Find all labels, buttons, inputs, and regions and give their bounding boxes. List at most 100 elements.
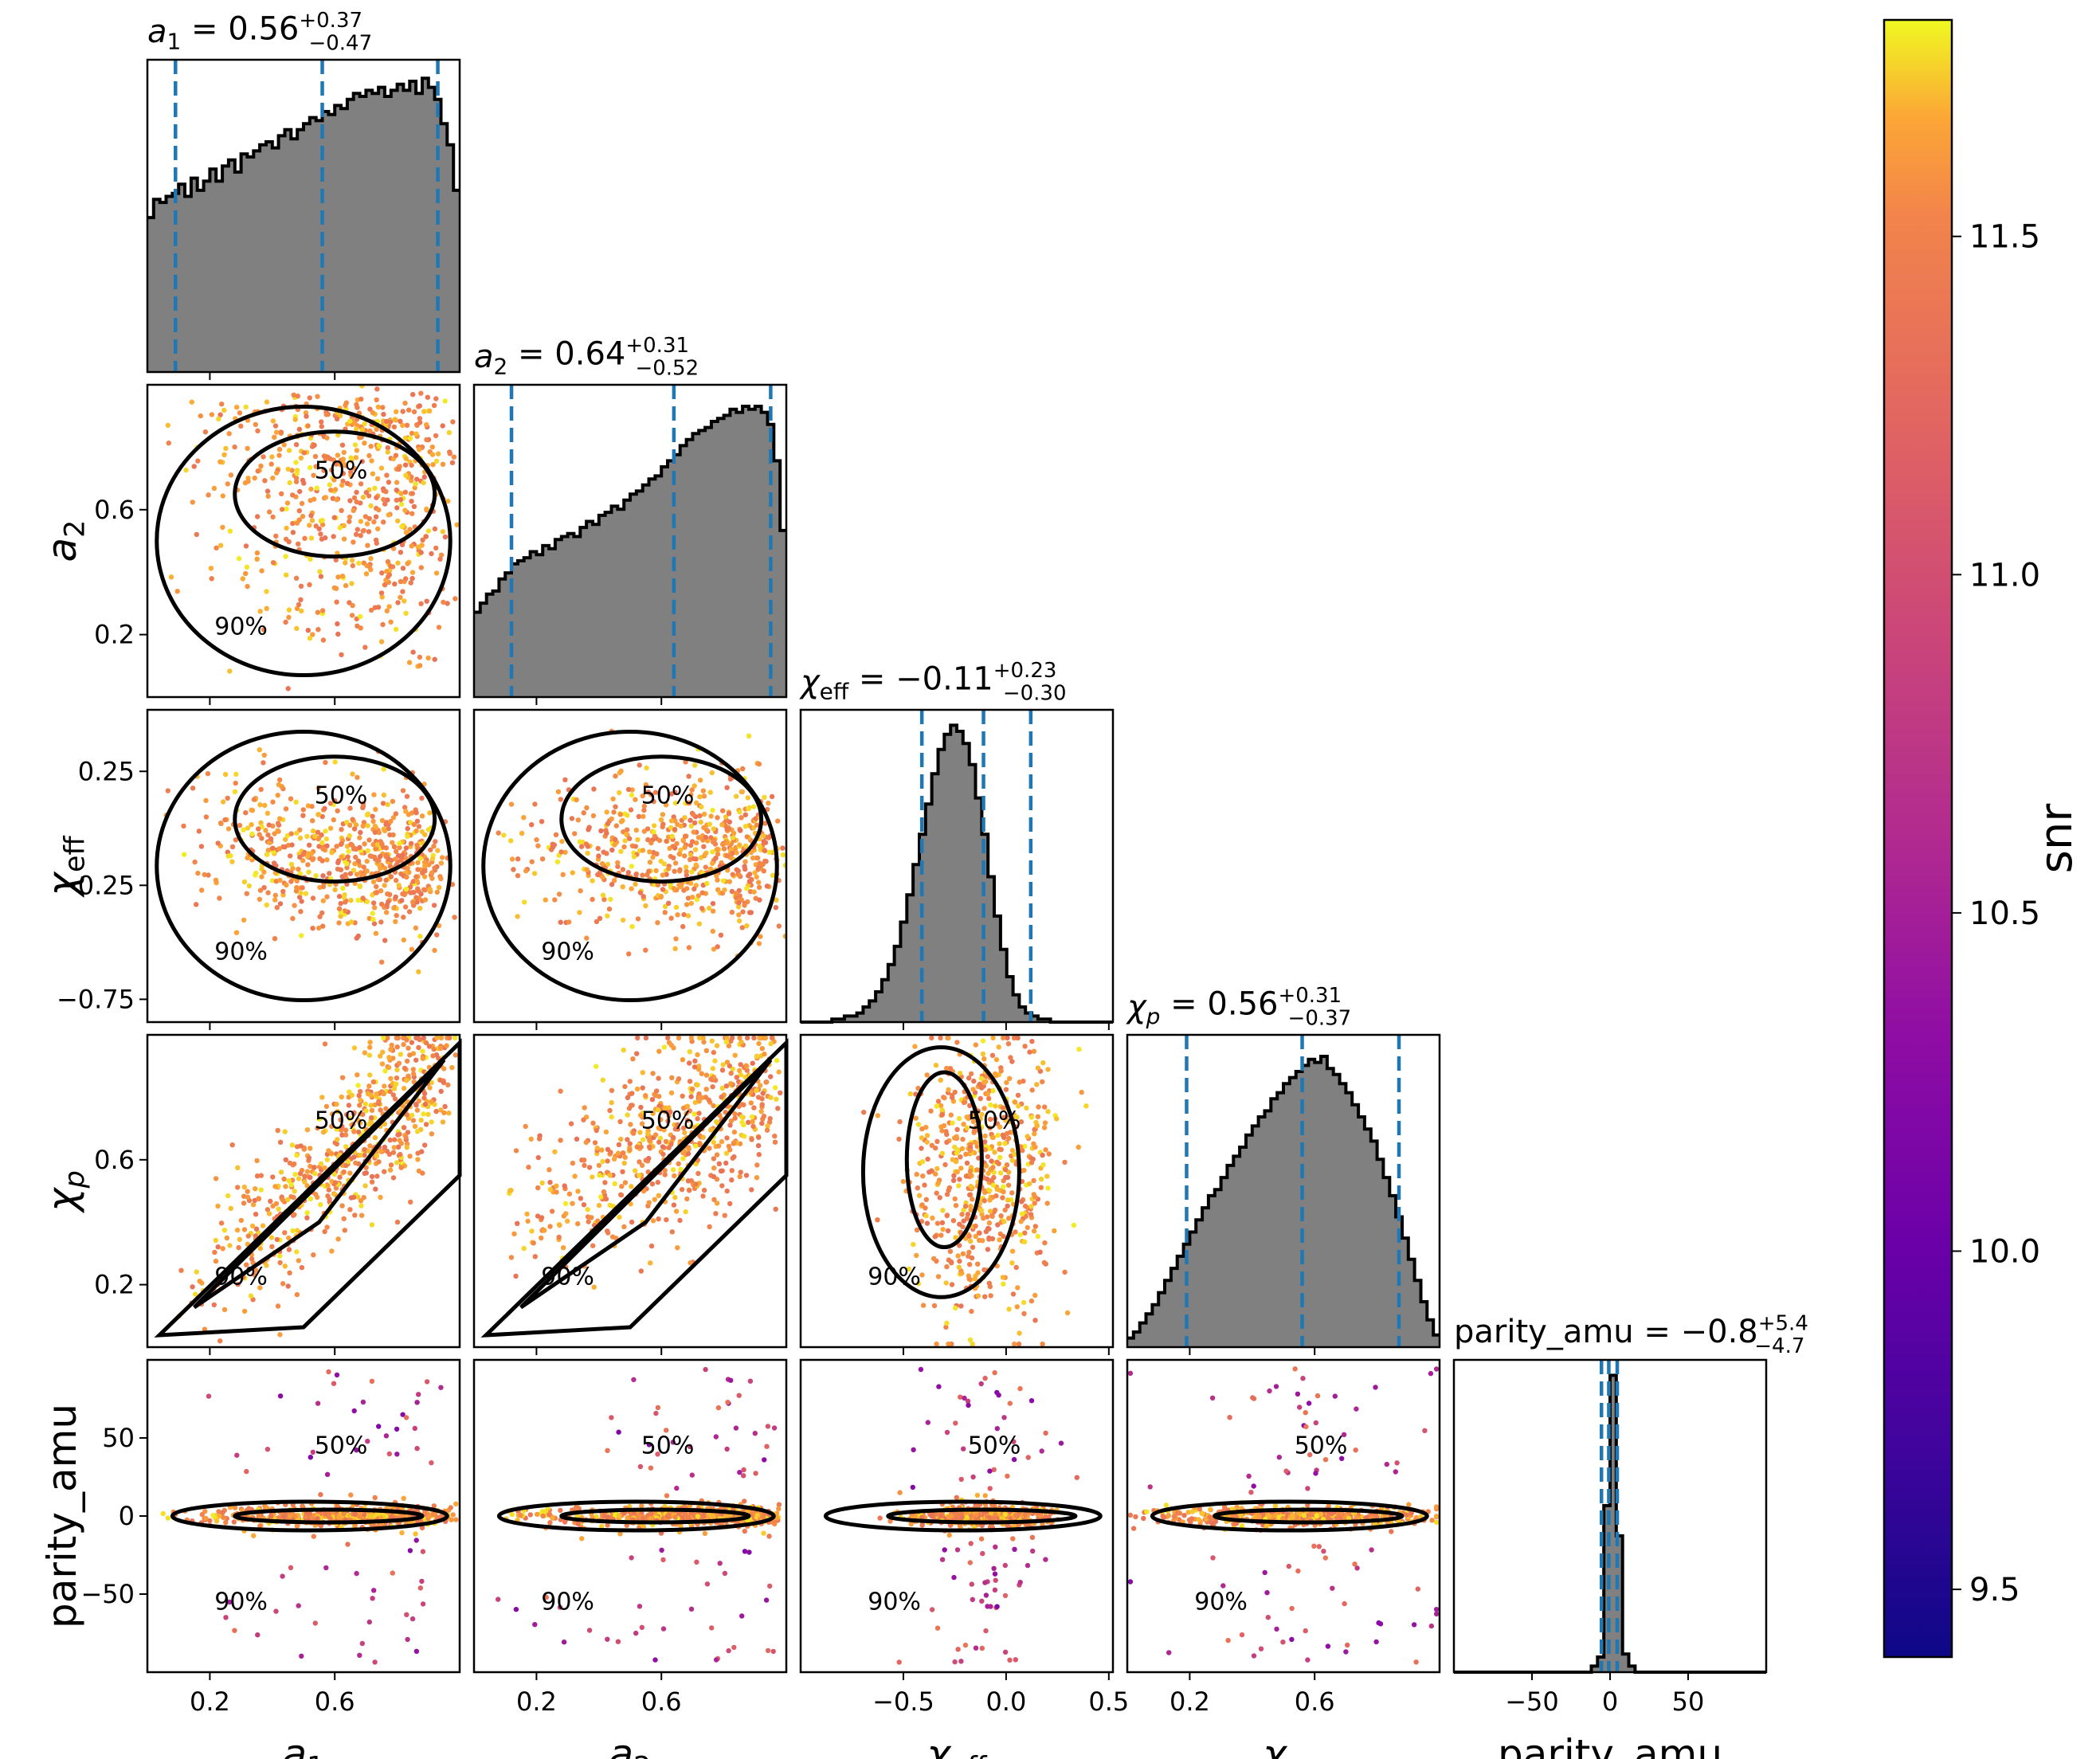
scatter-point — [405, 1636, 410, 1643]
scatter-point — [324, 857, 330, 863]
scatter-point — [416, 1098, 421, 1104]
scatter-point — [1002, 1141, 1008, 1146]
scatter-point — [574, 1136, 580, 1142]
scatter-point — [962, 1204, 969, 1209]
scatter-point — [1009, 1059, 1015, 1064]
scatter-point — [249, 1223, 256, 1229]
scatter-point — [390, 1570, 395, 1576]
scatter-point — [625, 827, 630, 832]
scatter-point — [408, 1199, 413, 1205]
scatter-point — [339, 1124, 345, 1130]
scatter-point — [311, 1534, 316, 1539]
scatter-point — [269, 878, 276, 883]
scatter-point — [755, 1142, 762, 1149]
scatter-point — [214, 545, 219, 550]
scatter-point — [671, 1134, 676, 1141]
scatter-point — [617, 1531, 623, 1537]
scatter-point — [529, 1228, 535, 1234]
scatter-point — [762, 858, 768, 864]
scatter-point — [747, 1378, 754, 1384]
scatter-point — [629, 1555, 634, 1561]
scatter-point — [985, 1091, 991, 1097]
scatter-point — [620, 884, 625, 890]
scatter-point — [383, 877, 389, 883]
scatter-point — [1032, 1292, 1038, 1299]
scatter-point — [324, 1471, 331, 1478]
scatter-point — [315, 812, 321, 817]
scatter-point — [283, 1157, 288, 1163]
scatter-point — [643, 1035, 649, 1041]
scatter-point — [535, 843, 541, 848]
scatter-point — [1042, 1120, 1048, 1126]
scatter-point — [264, 488, 271, 494]
scatter-point — [973, 1233, 978, 1240]
scatter-point — [957, 1071, 963, 1076]
scatter-point — [689, 1472, 695, 1478]
scatter-point — [1062, 1159, 1068, 1165]
scatter-point — [286, 1178, 292, 1184]
scatter-point — [294, 884, 300, 891]
scatter-point — [432, 865, 437, 871]
scatter-point — [382, 883, 387, 888]
scatter-point — [299, 608, 304, 614]
scatter-point — [392, 581, 398, 587]
scatter-point — [756, 880, 762, 885]
scatter-point — [723, 1160, 729, 1166]
scatter-point — [382, 582, 388, 588]
scatter-point — [515, 856, 521, 862]
scatter-point — [692, 1111, 697, 1117]
scatter-point — [713, 1657, 719, 1663]
scatter-point — [1025, 1134, 1030, 1139]
scatter-point — [364, 899, 370, 905]
scatter-points — [176, 1035, 458, 1344]
scatter-point — [915, 1085, 921, 1091]
scatter-point — [957, 1243, 962, 1248]
scatter-point — [749, 1187, 754, 1193]
scatter-point — [228, 472, 234, 478]
scatter-point — [685, 800, 692, 806]
scatter-point — [403, 1078, 409, 1083]
scatter-point — [298, 909, 304, 915]
scatter-point — [940, 1208, 946, 1213]
scatter-point — [754, 1053, 760, 1060]
scatter-point — [535, 1213, 541, 1219]
scatter-point — [663, 1138, 669, 1145]
scatter-point — [379, 817, 386, 824]
scatter-point — [428, 847, 433, 853]
scatter-point — [666, 1105, 672, 1111]
scatter-point — [968, 1071, 974, 1077]
scatter-point — [425, 827, 432, 832]
scatter-point — [515, 914, 520, 919]
scatter-point — [294, 625, 300, 632]
scatter-point — [336, 906, 343, 911]
scatter-point — [434, 932, 440, 938]
scatter-point — [297, 1170, 304, 1177]
scatter-point — [433, 433, 439, 439]
scatter-point — [423, 534, 429, 539]
scatter-point — [609, 816, 614, 822]
scatter-point — [620, 917, 626, 923]
scatter-point — [347, 519, 352, 524]
scatter-point — [304, 1215, 310, 1220]
scatter-point — [300, 813, 306, 818]
scatter-point — [986, 1280, 993, 1287]
scatter-point — [1043, 1147, 1048, 1153]
scatter-point — [583, 1139, 589, 1146]
scatter-point — [964, 1115, 970, 1120]
scatter-point — [241, 1201, 247, 1206]
scatter-point — [594, 1146, 600, 1151]
scatter-point — [403, 456, 409, 461]
scatter-point — [340, 885, 346, 891]
scatter-point — [751, 1105, 757, 1111]
scatter-point — [414, 899, 420, 905]
scatter-point — [364, 812, 370, 818]
scatter-point — [990, 1165, 996, 1170]
scatter-point — [968, 1203, 974, 1209]
scatter-point — [421, 1091, 428, 1096]
scatter-point — [446, 1111, 452, 1116]
scatter-point — [287, 1160, 293, 1166]
scatter-point — [438, 1035, 445, 1041]
scatter-point — [409, 570, 416, 575]
scatter-point — [288, 1193, 294, 1200]
scatter-point — [423, 1040, 429, 1046]
